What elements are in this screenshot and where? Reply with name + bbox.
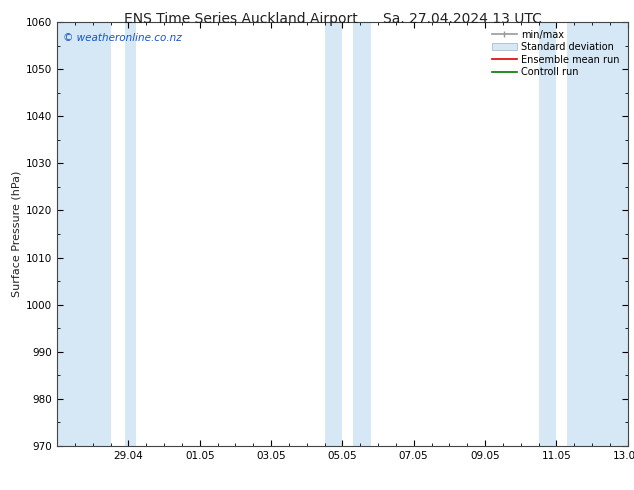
- Text: ENS Time Series Auckland Airport: ENS Time Series Auckland Airport: [124, 12, 358, 26]
- Bar: [125, 22, 136, 446]
- Bar: [325, 22, 342, 446]
- Bar: [353, 22, 371, 446]
- Bar: [567, 22, 628, 446]
- Text: Sa. 27.04.2024 13 UTC: Sa. 27.04.2024 13 UTC: [384, 12, 542, 26]
- Bar: [57, 22, 110, 446]
- Legend: min/max, Standard deviation, Ensemble mean run, Controll run: min/max, Standard deviation, Ensemble me…: [489, 27, 623, 80]
- Bar: [538, 22, 556, 446]
- Y-axis label: Surface Pressure (hPa): Surface Pressure (hPa): [12, 171, 22, 297]
- Text: © weatheronline.co.nz: © weatheronline.co.nz: [63, 33, 181, 43]
